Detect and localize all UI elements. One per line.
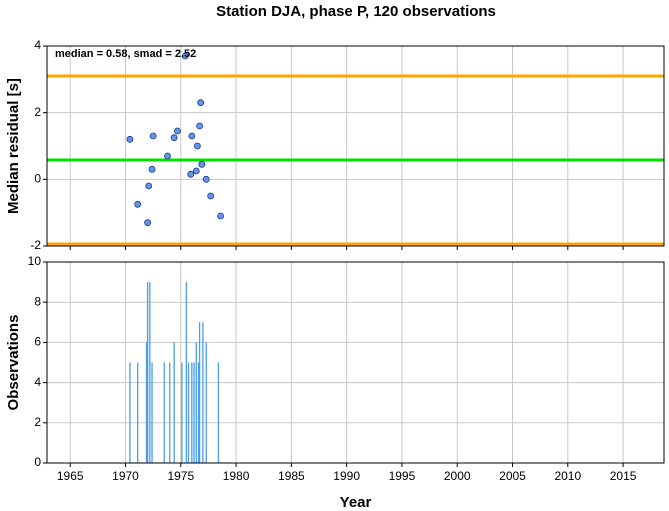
point bbox=[197, 99, 205, 107]
y-tick-label: -2 bbox=[30, 238, 41, 252]
x-tick-label: 1990 bbox=[333, 469, 360, 483]
point bbox=[145, 182, 153, 190]
point bbox=[148, 165, 156, 173]
annotation: median = 0.58, smad = 2.52 bbox=[55, 48, 196, 60]
x-tick-label: 1965 bbox=[57, 469, 84, 483]
point bbox=[192, 167, 200, 175]
x-tick-label: 2015 bbox=[610, 469, 637, 483]
y-tick-label: 6 bbox=[34, 335, 41, 349]
point bbox=[164, 152, 171, 160]
point bbox=[181, 52, 189, 60]
point bbox=[187, 170, 195, 178]
point bbox=[196, 122, 203, 130]
y-tick-label: 0 bbox=[34, 455, 41, 469]
y-tick-label: 4 bbox=[34, 38, 41, 52]
point bbox=[144, 219, 152, 227]
point bbox=[174, 127, 181, 135]
x-tick-label: 1970 bbox=[112, 469, 139, 483]
y-tick-label: 0 bbox=[34, 172, 41, 186]
y-tick-label: 2 bbox=[34, 415, 41, 429]
point bbox=[198, 160, 206, 168]
x-tick-label: 1985 bbox=[278, 469, 305, 483]
x-tick-label: 2000 bbox=[444, 469, 471, 483]
point bbox=[193, 142, 201, 150]
x-tick-label: 1975 bbox=[167, 469, 194, 483]
x-tick-label: 2005 bbox=[499, 469, 526, 483]
plot-frame bbox=[46, 261, 665, 464]
point bbox=[170, 134, 178, 142]
y-axis-label: Median residual [s] bbox=[5, 78, 22, 214]
point bbox=[149, 132, 157, 140]
chart-title: Station DJA, phase P, 120 observations bbox=[216, 3, 496, 20]
plot-frame bbox=[46, 45, 665, 247]
y-tick-label: 2 bbox=[34, 105, 41, 119]
x-tick-label: 1980 bbox=[223, 469, 250, 483]
point bbox=[188, 132, 196, 140]
x-tick-label: 2010 bbox=[554, 469, 581, 483]
point bbox=[202, 175, 210, 183]
point bbox=[126, 135, 134, 143]
y-tick-label: 4 bbox=[34, 375, 41, 389]
y-axis-label: Observations bbox=[5, 315, 22, 411]
point bbox=[134, 200, 142, 208]
point bbox=[207, 192, 215, 200]
x-axis-label: Year bbox=[340, 494, 372, 511]
x-tick-label: 1995 bbox=[389, 469, 416, 483]
y-tick-label: 10 bbox=[28, 254, 42, 268]
point bbox=[217, 212, 225, 220]
y-tick-label: 8 bbox=[34, 294, 41, 308]
